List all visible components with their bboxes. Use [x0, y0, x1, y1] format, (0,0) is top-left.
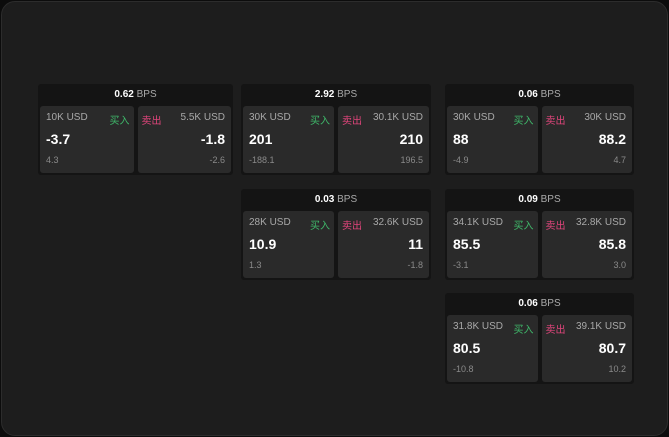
- buy-label: 买入: [513, 116, 534, 127]
- sell-label: 卖出: [342, 116, 362, 127]
- spread-header: 0.09 BPS: [445, 189, 634, 210]
- spread-unit: BPS: [540, 298, 561, 309]
- sell-button[interactable]: 卖出 30.1K USD 210 196.5: [338, 106, 429, 173]
- buy-button[interactable]: 10K USD 买入 -3.7 4.3: [40, 106, 134, 173]
- sell-change: -1.8: [407, 260, 423, 270]
- buy-button[interactable]: 30K USD 买入 88 -4.9: [447, 106, 538, 173]
- quote-card: 0.03 BPS 28K USD 买入 10.9 1.3 卖出 32.6K US…: [241, 189, 431, 280]
- spread-unit: BPS: [337, 194, 358, 205]
- sell-price: 80.7: [598, 340, 626, 356]
- sell-button[interactable]: 卖出 30K USD 88.2 4.7: [541, 106, 632, 173]
- sell-label: 卖出: [141, 116, 162, 127]
- spread-unit: BPS: [136, 89, 157, 100]
- quote-card: 0.09 BPS 34.1K USD 买入 85.5 -3.1 卖出 32.8K…: [445, 189, 634, 280]
- buy-label: 买入: [310, 116, 330, 127]
- sell-label: 卖出: [545, 221, 566, 232]
- spread-header: 0.06 BPS: [445, 84, 634, 105]
- buy-price: 85.5: [453, 236, 481, 252]
- spread-header: 0.62 BPS: [38, 84, 233, 105]
- sell-size: 32.8K USD: [575, 217, 626, 228]
- buy-price: 80.5: [453, 340, 481, 356]
- spread-header: 2.92 BPS: [241, 84, 431, 105]
- buy-price: 201: [249, 131, 273, 147]
- buy-label: 买入: [109, 116, 130, 127]
- quote-card: 2.92 BPS 30K USD 买入 201 -188.1 卖出 30.1K …: [241, 84, 431, 175]
- sell-change: 3.0: [613, 260, 626, 270]
- spread-value: 0.09: [518, 194, 538, 205]
- buy-size: 10K USD: [46, 112, 88, 123]
- sell-price: 85.8: [598, 236, 626, 252]
- buy-price: 10.9: [249, 236, 277, 252]
- buy-change: -10.8: [453, 364, 474, 374]
- spread-value: 0.06: [518, 89, 538, 100]
- sell-button[interactable]: 卖出 32.6K USD 11 -1.8: [338, 211, 429, 278]
- sell-change: -2.6: [209, 155, 225, 165]
- sell-price: -1.8: [200, 131, 225, 147]
- buy-button[interactable]: 28K USD 买入 10.9 1.3: [243, 211, 334, 278]
- sell-size: 39.1K USD: [575, 321, 626, 332]
- buy-size: 28K USD: [249, 217, 291, 228]
- sell-button[interactable]: 卖出 5.5K USD -1.8 -2.6: [137, 106, 231, 173]
- spread-unit: BPS: [540, 194, 561, 205]
- sell-change: 10.2: [608, 364, 626, 374]
- spread-unit: BPS: [337, 89, 358, 100]
- buy-change: -188.1: [249, 155, 275, 165]
- spread-value: 0.06: [518, 298, 538, 309]
- spread-value: 0.62: [114, 89, 134, 100]
- buy-button[interactable]: 31.8K USD 买入 80.5 -10.8: [447, 315, 538, 382]
- sell-change: 4.7: [613, 155, 626, 165]
- quote-card: 0.06 BPS 31.8K USD 买入 80.5 -10.8 卖出 39.1…: [445, 293, 634, 384]
- sell-change: 196.5: [400, 155, 423, 165]
- spread-header: 0.06 BPS: [445, 293, 634, 314]
- buy-size: 34.1K USD: [453, 217, 504, 228]
- quote-card: 0.62 BPS 10K USD 买入 -3.7 4.3 卖出 5.5K USD…: [38, 84, 233, 175]
- sell-button[interactable]: 卖出 32.8K USD 85.8 3.0: [541, 211, 632, 278]
- buy-change: 4.3: [46, 155, 59, 165]
- buy-change: -3.1: [453, 260, 469, 270]
- sell-price: 210: [399, 131, 423, 147]
- buy-size: 30K USD: [453, 112, 495, 123]
- sell-button[interactable]: 卖出 39.1K USD 80.7 10.2: [541, 315, 632, 382]
- spread-value: 2.92: [314, 89, 335, 100]
- buy-size: 30K USD: [249, 112, 291, 123]
- sell-label: 卖出: [545, 116, 566, 127]
- buy-label: 买入: [310, 221, 330, 232]
- buy-button[interactable]: 34.1K USD 买入 85.5 -3.1: [447, 211, 538, 278]
- buy-change: -4.9: [453, 155, 469, 165]
- spread-unit: BPS: [540, 89, 561, 100]
- sell-size: 5.5K USD: [180, 112, 225, 123]
- sell-price: 88.2: [598, 131, 626, 147]
- sell-size: 32.6K USD: [372, 217, 423, 228]
- buy-change: 1.3: [249, 260, 262, 270]
- buy-price: 88: [453, 131, 469, 147]
- sell-price: 11: [408, 236, 423, 252]
- buy-button[interactable]: 30K USD 买入 201 -188.1: [243, 106, 334, 173]
- buy-label: 买入: [513, 221, 534, 232]
- spread-value: 0.03: [314, 194, 335, 205]
- quote-card: 0.06 BPS 30K USD 买入 88 -4.9 卖出 30K USD 8…: [445, 84, 634, 175]
- buy-size: 31.8K USD: [453, 321, 504, 332]
- sell-label: 卖出: [545, 325, 566, 336]
- spread-header: 0.03 BPS: [241, 189, 431, 210]
- buy-label: 买入: [513, 325, 534, 336]
- buy-price: -3.7: [46, 131, 71, 147]
- sell-size: 30K USD: [584, 112, 626, 123]
- sell-size: 30.1K USD: [372, 112, 423, 123]
- sell-label: 卖出: [342, 221, 362, 232]
